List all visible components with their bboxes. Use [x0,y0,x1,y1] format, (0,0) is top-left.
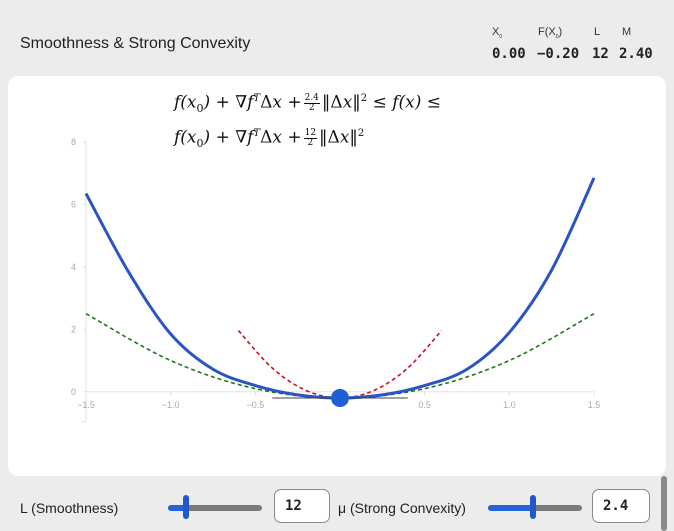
formula-line-2: f(x0) + ∇fTΔx +12 2 ‖Δx‖2 [174,127,365,151]
function-curve [84,177,596,400]
plot-card: −1.5 −1.0 −0.5 0.5 1.0 1.5 0 2 4 6 8 f(x0) + ∇fTΔx… [8,76,666,476]
bounds-formula: f(x0) + ∇fTΔx +2.4 2 ‖Δx‖2 ≤ f(x) ≤ f(x0) … [174,86,441,156]
formula-line-1: f(x0) + ∇fTΔx +2.4 2 ‖Δx‖2 ≤ f(x) ≤ [174,92,442,116]
l-slider-thumb[interactable] [182,495,189,519]
convexity-plot[interactable]: −1.5 −1.0 −0.5 0.5 1.0 1.5 0 2 4 6 8 [8,76,666,476]
mu-slider-fill [488,505,534,511]
x-tick-label: 0.5 [418,400,431,410]
stat-fx0-label: F(X0) [538,26,563,41]
l-slider[interactable] [168,505,262,511]
stat-m-label: M [622,26,632,38]
upper-coef: 12 2 [303,127,318,148]
controls-bar: L (Smoothness) 12 μ (Strong Convexity) 2… [0,486,674,531]
stat-l-value: 12 [592,46,609,62]
x-tick-label: −1.5 [77,400,95,410]
y-tick-label: 2 [71,324,76,334]
x-tick-label: −1.0 [162,400,180,410]
mu-slider-thumb[interactable] [530,495,537,519]
l-slider-fill [168,505,186,511]
stat-fx0-value: −0.20 [537,46,580,62]
page-title: Smoothness & Strong Convexity [20,35,251,52]
stat-x0-label: X0 [492,26,503,41]
scrollbar[interactable] [661,476,667,531]
current-point [331,389,349,407]
lower-bound-curve [85,313,595,399]
stat-l-label: L [594,26,601,38]
mu-value-input[interactable]: 2.4 [592,489,650,523]
y-tick-label: 8 [71,137,76,147]
axes: −1.5 −1.0 −0.5 0.5 1.0 1.5 0 2 4 6 8 [71,137,601,423]
mu-slider-label: μ (Strong Convexity) [338,500,466,516]
l-value-input[interactable]: 12 [274,489,330,523]
x-tick-label: −0.5 [246,400,264,410]
y-tick-label: 4 [71,262,76,272]
x-tick-label: 1.0 [503,400,516,410]
stats-panel: X0 F(X0) L M 0.00 −0.20 12 2.40 [488,26,658,66]
l-slider-label: L (Smoothness) [20,500,119,516]
stat-x0-value: 0.00 [492,46,526,62]
lower-coef: 2.4 2 [303,92,320,113]
stat-m-value: 2.40 [619,46,653,62]
y-tick-label: 6 [71,199,76,209]
y-tick-label: 0 [71,387,76,397]
x-tick-label: 1.5 [588,400,601,410]
curves [84,177,596,407]
